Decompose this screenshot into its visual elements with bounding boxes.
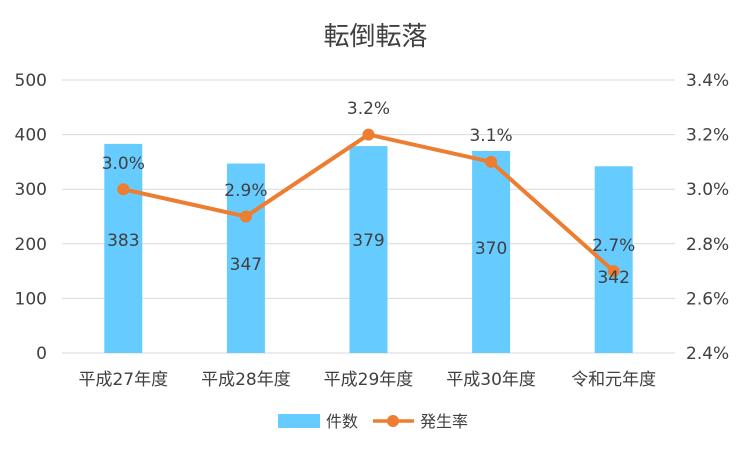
bar: [472, 150, 511, 353]
bar-layer: [104, 143, 633, 353]
bar-data-label: 379: [352, 231, 384, 251]
line-data-label: 3.1%: [469, 126, 512, 146]
y-left-tick-label: 200: [15, 235, 47, 255]
x-tick-label: 平成28年度: [201, 370, 291, 390]
bar: [349, 146, 388, 353]
bar: [104, 143, 143, 353]
x-tick-label: 令和元年度: [571, 370, 656, 390]
legend-label-line: 発生率: [420, 412, 468, 431]
line-marker: [239, 210, 252, 223]
chart-title: 転倒転落: [323, 22, 427, 52]
line-data-label: 2.9%: [224, 181, 267, 201]
y-left-tick-label: 0: [36, 344, 47, 364]
line-data-label: 3.0%: [102, 154, 145, 174]
line-layer: [117, 128, 620, 278]
bar-data-label: 383: [107, 231, 139, 251]
bar: [226, 163, 265, 353]
bar-data-label: 342: [597, 268, 629, 288]
y-left-tick-label: 400: [15, 126, 47, 146]
legend: 件数 発生率: [278, 412, 468, 431]
legend-swatch-bar: [278, 414, 320, 428]
x-tick-label: 平成29年度: [324, 370, 414, 390]
y-left-tick-label: 500: [15, 71, 47, 91]
y-right-tick-label: 2.6%: [686, 289, 729, 309]
y-right-tick-label: 2.8%: [686, 235, 729, 255]
y-left-tick-label: 300: [15, 180, 47, 200]
bar-data-label: 370: [475, 239, 507, 259]
axis-layer: 0 100 200 300 400 500 2.4% 2.6% 2.8% 3.0% 3.2% 3.4%…: [15, 71, 730, 390]
x-tick-label: 平成30年度: [446, 370, 536, 390]
line-data-label: 2.7%: [592, 236, 635, 256]
y-right-tick-label: 3.0%: [686, 180, 729, 200]
y-right-tick-label: 2.4%: [686, 344, 729, 364]
y-right-tick-label: 3.4%: [686, 71, 729, 91]
line-marker: [117, 183, 130, 196]
x-tick-label: 平成27年度: [78, 370, 168, 390]
line-marker: [607, 265, 620, 278]
line-marker: [362, 128, 375, 141]
legend-swatch-marker: [387, 415, 399, 427]
line-data-label: 3.2%: [347, 99, 390, 119]
line-marker: [485, 155, 498, 168]
bar-data-label: 347: [230, 255, 262, 275]
legend-label-bar: 件数: [326, 412, 358, 431]
y-right-tick-label: 3.2%: [686, 126, 729, 146]
y-left-tick-label: 100: [15, 289, 47, 309]
label-layer: 383 347 379 370 342 3.0% 2.9% 3.2% 3.1% 2.7%: [102, 99, 636, 288]
